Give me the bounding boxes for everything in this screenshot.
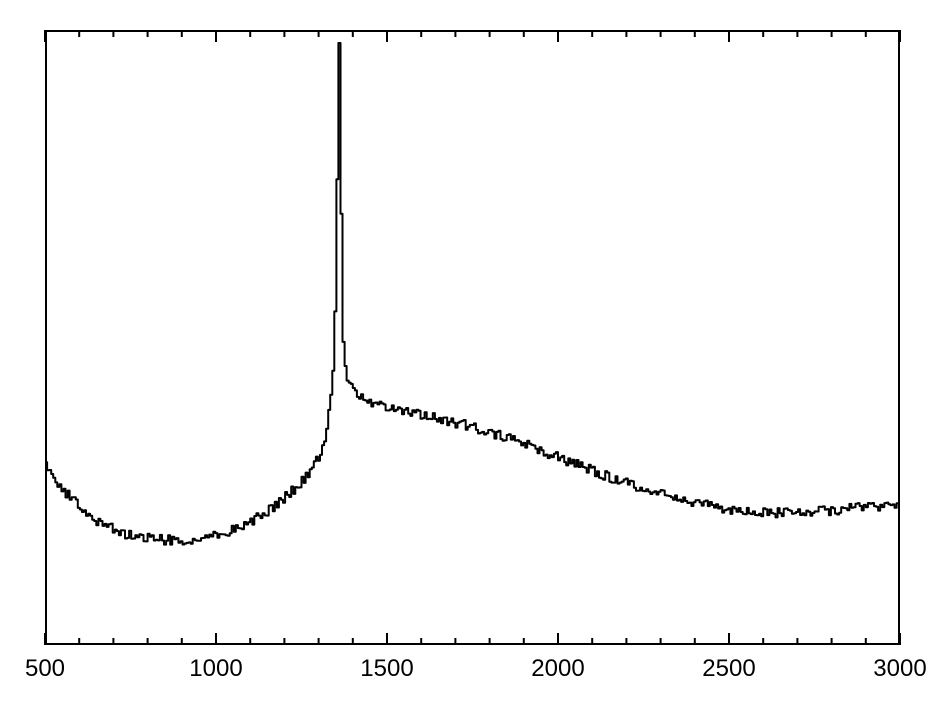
xtick-label: 3000 [873, 655, 926, 683]
axis-ticks [45, 30, 900, 645]
xtick-label: 500 [25, 655, 65, 683]
chart-container: 500 1000 1500 2000 2500 3000 [0, 0, 936, 702]
xtick-label: 1500 [360, 655, 413, 683]
xtick-label: 2000 [531, 655, 584, 683]
xtick-label: 2500 [702, 655, 755, 683]
xtick-label: 1000 [189, 655, 242, 683]
